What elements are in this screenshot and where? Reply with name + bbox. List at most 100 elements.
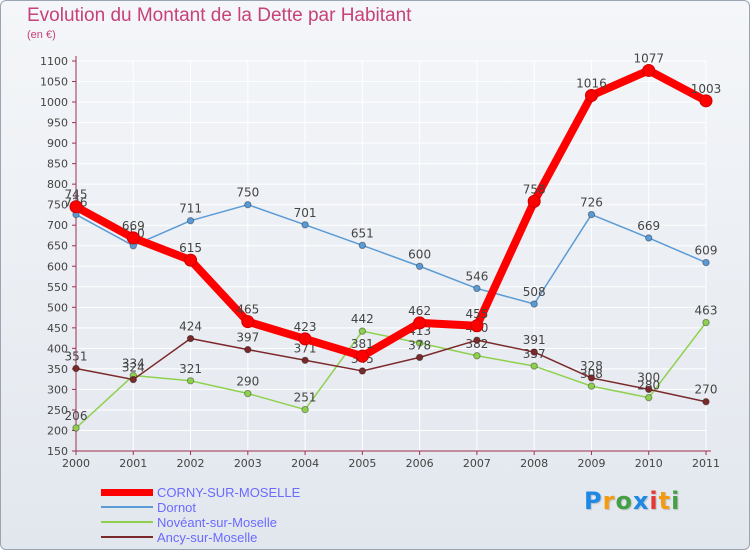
series-line [75, 203, 707, 305]
data-label: 1016 [576, 76, 607, 90]
data-point [473, 336, 481, 344]
data-point [699, 94, 713, 108]
data-point [587, 374, 596, 382]
legend-label: Ancy-sur-Moselle [157, 530, 258, 545]
data-label: 351 [65, 349, 88, 363]
data-label: 465 [236, 303, 259, 317]
x-tick-label: 2003 [234, 457, 262, 470]
data-label: 442 [351, 312, 374, 326]
data-point [358, 241, 367, 250]
data-point [298, 332, 312, 346]
data-point [470, 319, 484, 333]
data-point [241, 315, 255, 329]
data-label: 321 [179, 362, 202, 376]
data-point [186, 216, 195, 225]
data-label: 397 [236, 331, 259, 345]
y-tick-label: 750 [47, 199, 68, 212]
y-tick-label: 300 [47, 383, 68, 396]
y-tick-label: 850 [47, 158, 68, 171]
y-tick-label: 150 [47, 445, 68, 458]
x-tick-label: 2010 [635, 457, 663, 470]
data-label: 455 [465, 307, 488, 321]
x-tick-label: 2005 [348, 457, 376, 470]
data-point [244, 345, 252, 354]
data-point [527, 194, 541, 208]
data-label: 324 [122, 361, 145, 375]
y-tick-label: 350 [47, 363, 68, 376]
data-point [584, 88, 598, 102]
data-label: 378 [408, 338, 431, 352]
data-point [645, 393, 653, 402]
data-label: 308 [580, 367, 603, 381]
data-point [301, 405, 309, 414]
data-point [186, 334, 195, 343]
data-label: 726 [580, 196, 603, 210]
logo-letter: P [584, 487, 603, 515]
data-label: 701 [294, 206, 317, 220]
data-label: 251 [294, 391, 317, 405]
legend-item-corny: CORNY-SUR-MOSELLE [101, 485, 421, 500]
y-tick-label: 900 [47, 137, 68, 150]
x-tick-label: 2002 [177, 457, 205, 470]
data-point [301, 356, 309, 364]
logo-letter: i [649, 487, 659, 515]
data-point [244, 200, 252, 209]
data-point [530, 348, 538, 356]
series-ancy-sur-moselle: 351324424397371345378420391328300270 [65, 320, 717, 406]
x-tick-label: 2006 [406, 457, 434, 470]
data-point [642, 63, 656, 77]
data-point [184, 253, 198, 267]
y-tick-label: 550 [47, 281, 68, 294]
legend-swatch [101, 521, 153, 523]
data-point [358, 327, 367, 335]
logo-letter: i [671, 487, 681, 515]
x-tick-label: 2007 [463, 457, 491, 470]
legend-label: Novéant-sur-Moselle [157, 515, 277, 530]
data-point [413, 316, 427, 330]
logo-letter: o [615, 487, 633, 515]
x-tick-label: 2001 [119, 457, 147, 470]
legend-swatch [101, 506, 153, 508]
y-axis-unit-label: (en €) [27, 29, 56, 41]
data-point [301, 221, 309, 229]
data-label: 424 [179, 320, 202, 334]
data-label: 750 [236, 186, 259, 200]
data-label: 745 [65, 188, 88, 202]
y-tick-label: 1000 [40, 96, 68, 109]
data-point [72, 424, 80, 432]
data-point [126, 231, 140, 245]
logo-letter: x [632, 487, 650, 515]
data-point [473, 352, 481, 360]
logo-letter: r [602, 487, 616, 515]
data-point [702, 398, 710, 406]
y-tick-label: 650 [47, 240, 68, 253]
data-label: 669 [122, 219, 145, 233]
data-label: 546 [465, 269, 488, 283]
series-corny-sur-moselle: 745 669 615 465 423 381 462 455 758 1016 1077 1003 [65, 51, 721, 363]
data-label: 615 [179, 241, 202, 255]
legend-swatch [101, 488, 153, 496]
x-tick-label: 2004 [291, 457, 319, 470]
data-label: 300 [637, 370, 660, 384]
legend-item-ancy: Ancy-sur-Moselle [101, 530, 421, 545]
data-point [587, 210, 596, 219]
x-tick-label: 2009 [577, 457, 605, 470]
data-point [702, 258, 710, 267]
data-label: 280 [637, 379, 660, 393]
y-tick-label: 950 [47, 117, 68, 130]
y-tick-label: 200 [47, 424, 68, 437]
data-point [702, 318, 710, 327]
x-tick-label: 2011 [692, 457, 720, 470]
data-point [473, 284, 481, 293]
data-label: 381 [351, 337, 374, 351]
data-label: 669 [637, 219, 660, 233]
y-tick-label: 800 [47, 178, 68, 191]
data-label: 462 [408, 304, 431, 318]
data-point [587, 382, 596, 390]
y-tick-label: 250 [47, 404, 68, 417]
chart-title: Evolution du Montant de la Dette par Hab… [27, 5, 412, 26]
y-tick-label: 700 [47, 219, 68, 232]
data-label: 758 [523, 182, 546, 196]
data-label: 711 [179, 202, 202, 216]
